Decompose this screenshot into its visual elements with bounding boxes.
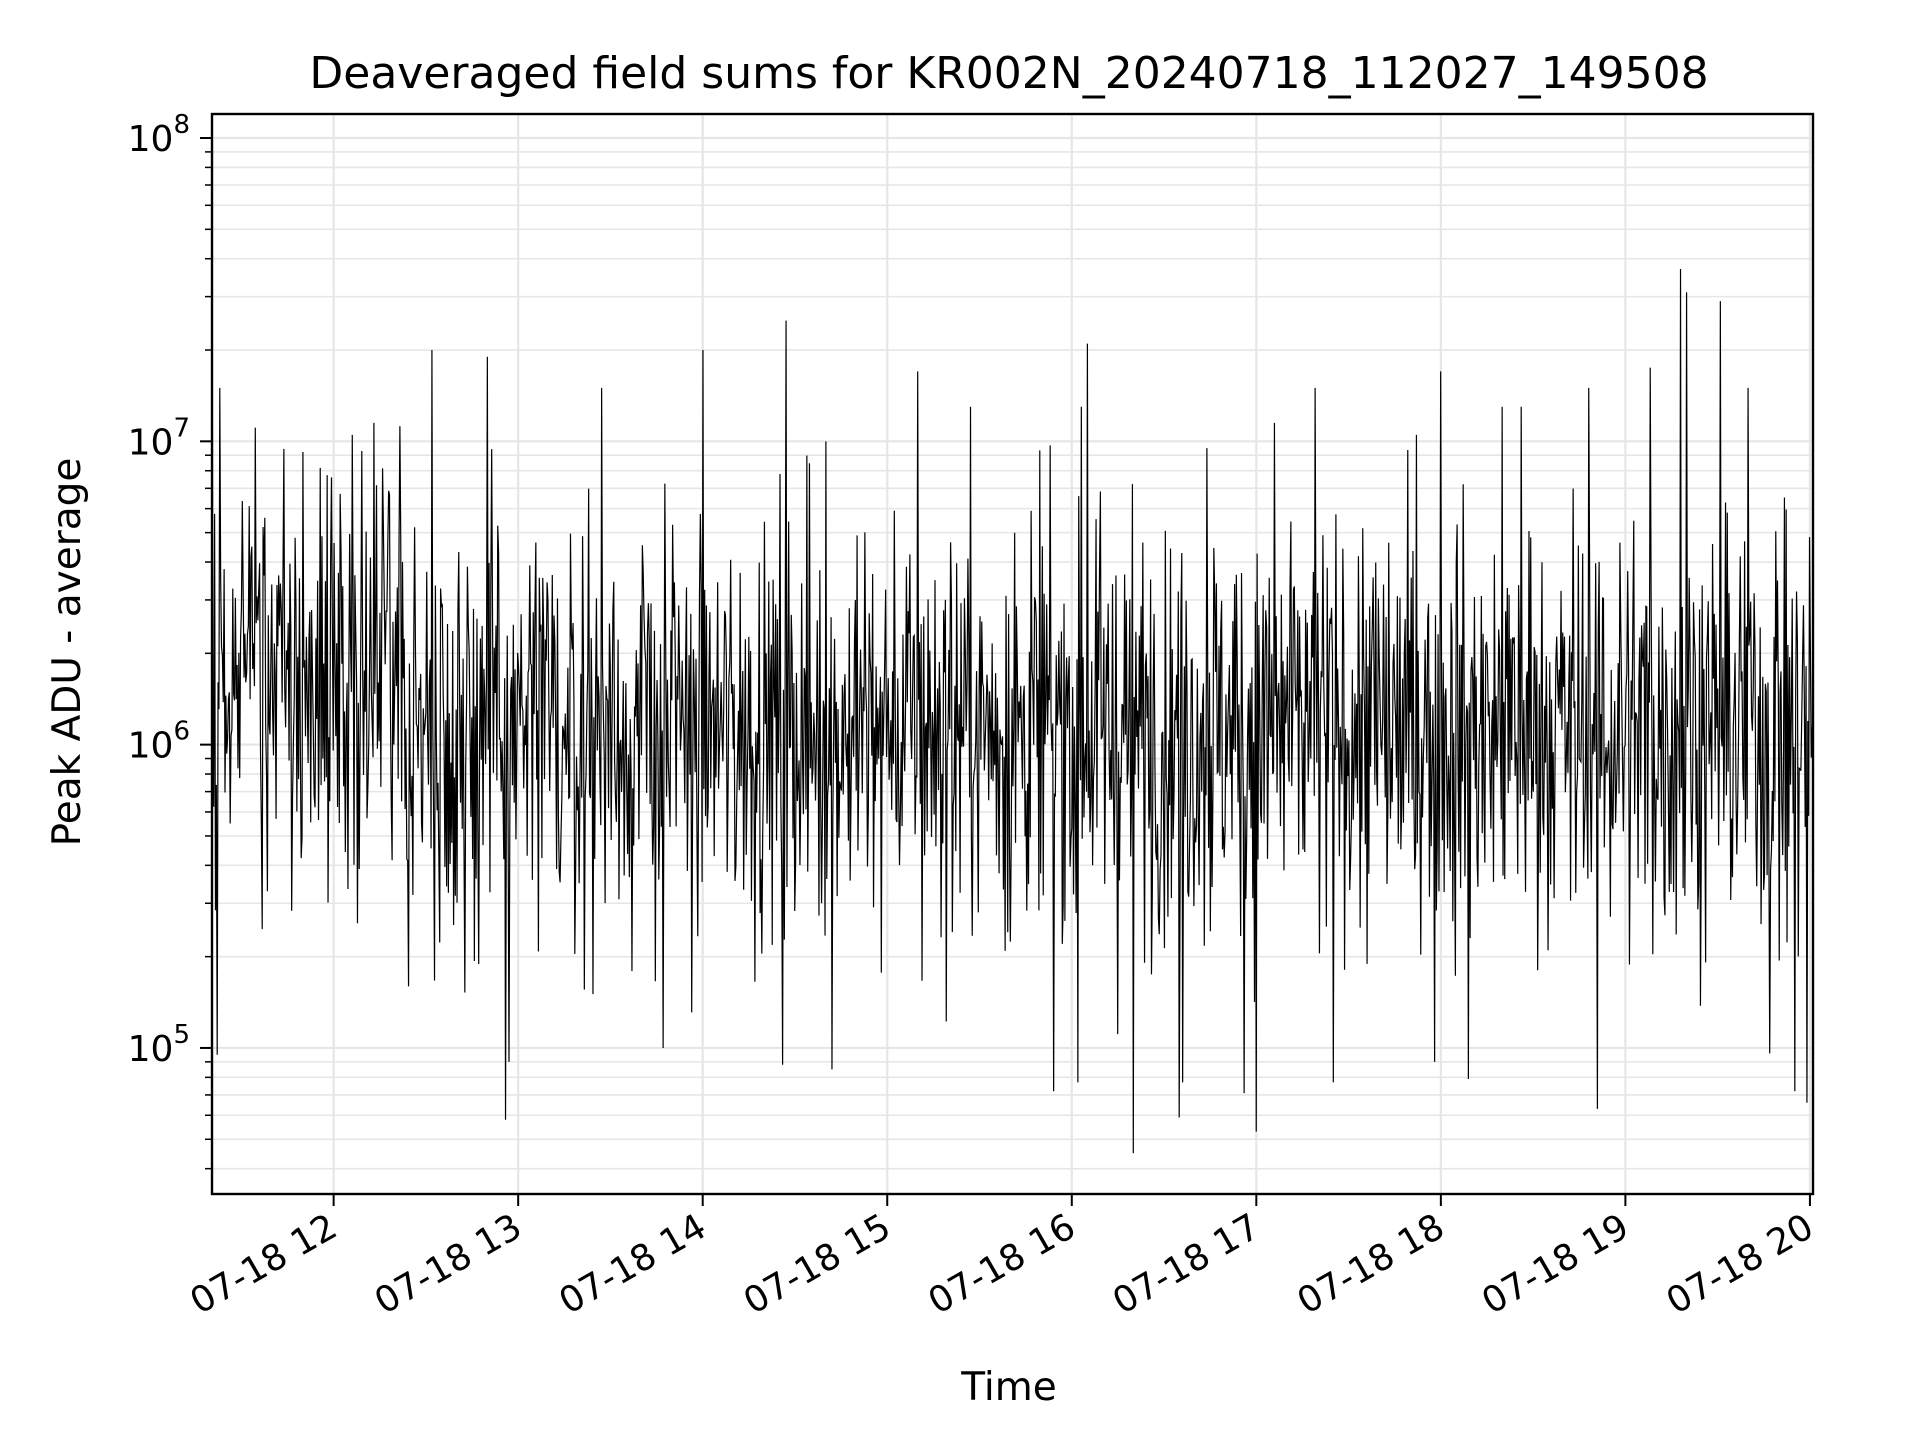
y-axis-label: Peak ADU - average — [45, 458, 90, 847]
y-tick-label: 105 — [128, 1020, 190, 1070]
series-line — [211, 151, 1814, 1154]
plot-area — [211, 151, 1814, 1154]
y-tick-label: 108 — [128, 110, 190, 160]
axes-frame — [210, 112, 1815, 1196]
y-tick-label: 107 — [128, 413, 190, 463]
x-axis-label: Time — [960, 1365, 1056, 1410]
chart-title: Deaveraged field sums for KR002N_2024071… — [309, 48, 1708, 99]
y-tick-label: 106 — [128, 717, 190, 767]
